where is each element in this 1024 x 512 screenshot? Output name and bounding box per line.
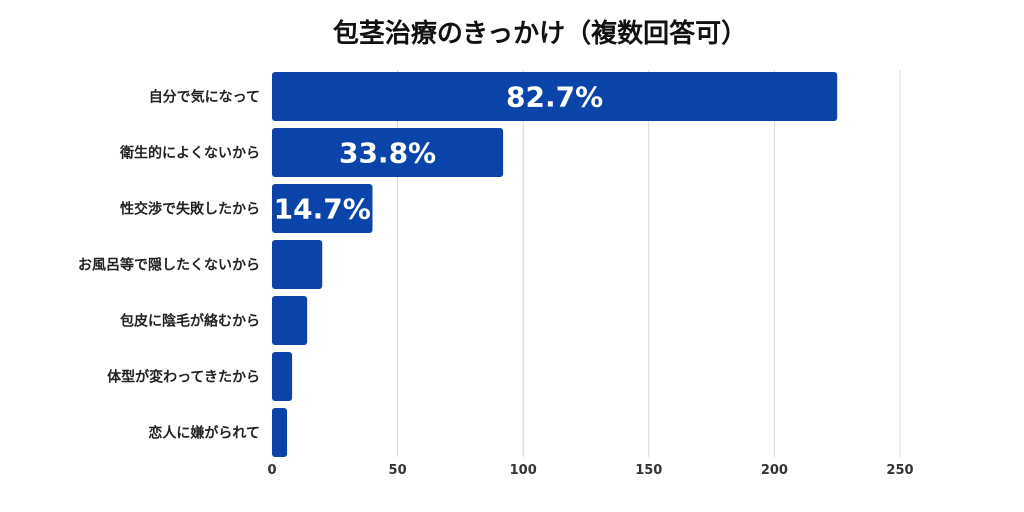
bar-2 xyxy=(272,128,504,177)
x-tick-label-250: 250 xyxy=(886,463,913,478)
x-tick-label-100: 100 xyxy=(510,463,537,478)
bars: 82.7% 33.8% 14.7% xyxy=(272,72,838,457)
x-axis-ticks: 0 50 100 150 200 250 xyxy=(267,463,913,478)
category-label-1: 自分で気になって xyxy=(149,89,260,106)
bar-7 xyxy=(272,408,288,457)
x-tick-label-150: 150 xyxy=(635,463,662,478)
bar-6 xyxy=(272,352,293,401)
bar-3 xyxy=(272,184,373,233)
category-label-3: 性交渉で失敗したから xyxy=(120,201,260,218)
bar-1 xyxy=(272,72,838,121)
grid-lines xyxy=(397,70,901,457)
data-label-2: 33.8% xyxy=(339,137,436,170)
x-tick-label-50: 50 xyxy=(389,463,407,478)
data-label-1: 82.7% xyxy=(506,81,603,114)
category-label-2: 衛生的によくないから xyxy=(119,145,260,162)
bar-4 xyxy=(272,240,323,289)
chart-title: 包茎治療のきっかけ（複数回答可） xyxy=(333,18,747,49)
category-label-7: 恋人に嫌がられて xyxy=(148,425,260,442)
data-label-3: 14.7% xyxy=(274,193,371,226)
x-tick-label-0: 0 xyxy=(267,463,276,478)
category-labels: 自分で気になって衛生的によくないから性交渉で失敗したからお風呂等で隠したくないか… xyxy=(78,89,260,442)
category-label-4: お風呂等で隠したくないから xyxy=(78,257,260,274)
x-tick-label-200: 200 xyxy=(761,463,788,478)
category-label-6: 体型が変わってきたから xyxy=(107,369,260,386)
bar-5 xyxy=(272,296,308,345)
category-label-5: 包皮に陰毛が絡むから xyxy=(120,313,260,330)
